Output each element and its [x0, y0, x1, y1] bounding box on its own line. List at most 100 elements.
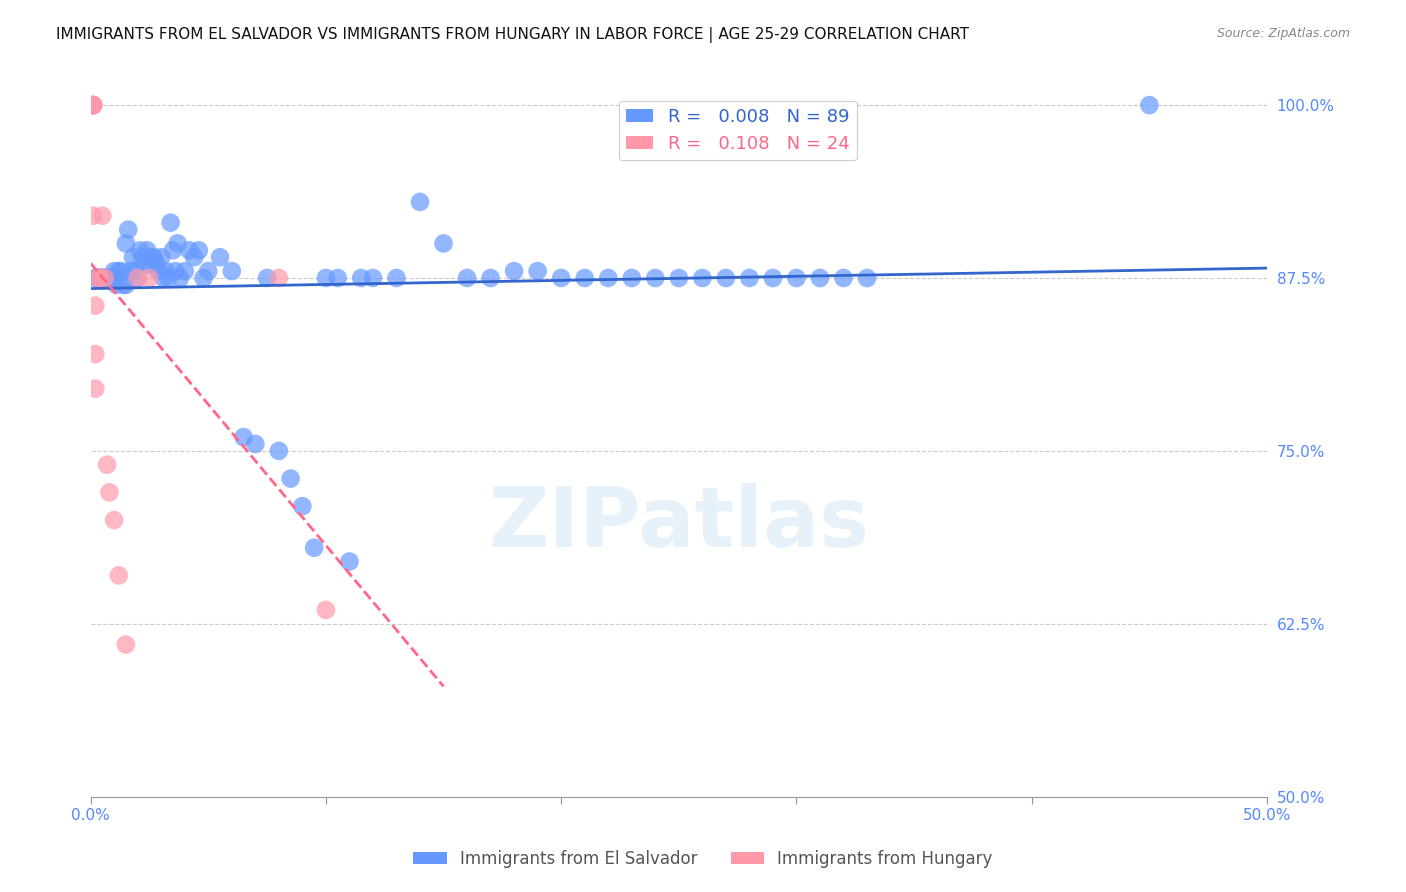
- Point: [82, 98, 104, 112]
- Point: [574, 271, 596, 285]
- Legend: Immigrants from El Salvador, Immigrants from Hungary: Immigrants from El Salvador, Immigrants …: [406, 844, 1000, 875]
- Point: [157, 271, 180, 285]
- Point: [350, 271, 373, 285]
- Point: [122, 250, 145, 264]
- Point: [96, 271, 118, 285]
- Point: [101, 271, 124, 285]
- Point: [82, 98, 104, 112]
- Point: [385, 271, 408, 285]
- Point: [166, 236, 188, 251]
- Point: [173, 264, 195, 278]
- Point: [145, 257, 167, 271]
- Point: [98, 271, 121, 285]
- Point: [409, 194, 432, 209]
- Point: [432, 236, 454, 251]
- Point: [183, 250, 205, 264]
- Point: [197, 264, 219, 278]
- Point: [120, 264, 142, 278]
- Point: [89, 271, 111, 285]
- Point: [127, 271, 149, 285]
- Point: [456, 271, 478, 285]
- Point: [84, 347, 107, 361]
- Point: [620, 271, 643, 285]
- Point: [738, 271, 761, 285]
- Point: [267, 443, 290, 458]
- Point: [82, 98, 104, 112]
- Point: [105, 277, 128, 292]
- Point: [159, 216, 181, 230]
- Text: ZIPatlas: ZIPatlas: [488, 483, 869, 564]
- Point: [150, 250, 173, 264]
- Point: [162, 244, 184, 258]
- Point: [93, 271, 115, 285]
- Point: [832, 271, 855, 285]
- Point: [280, 471, 302, 485]
- Point: [232, 430, 254, 444]
- Point: [155, 264, 177, 278]
- Text: IMMIGRANTS FROM EL SALVADOR VS IMMIGRANTS FROM HUNGARY IN LABOR FORCE | AGE 25-2: IMMIGRANTS FROM EL SALVADOR VS IMMIGRANT…: [56, 27, 969, 43]
- Point: [82, 98, 104, 112]
- Point: [256, 271, 278, 285]
- Point: [86, 271, 108, 285]
- Point: [526, 264, 548, 278]
- Point: [550, 271, 572, 285]
- Point: [84, 271, 107, 285]
- Point: [152, 271, 174, 285]
- Point: [115, 638, 138, 652]
- Point: [165, 264, 187, 278]
- Point: [208, 250, 231, 264]
- Point: [169, 271, 191, 285]
- Point: [103, 513, 125, 527]
- Point: [82, 98, 104, 112]
- Point: [82, 98, 104, 112]
- Point: [96, 458, 118, 472]
- Point: [108, 568, 131, 582]
- Point: [668, 271, 690, 285]
- Point: [1137, 98, 1160, 112]
- Point: [89, 271, 111, 285]
- Point: [598, 271, 620, 285]
- Point: [84, 299, 107, 313]
- Point: [193, 271, 215, 285]
- Point: [267, 271, 290, 285]
- Point: [138, 257, 160, 271]
- Point: [187, 244, 209, 258]
- Point: [302, 541, 325, 555]
- Point: [315, 271, 337, 285]
- Point: [808, 271, 831, 285]
- Point: [143, 250, 166, 264]
- Point: [136, 244, 159, 258]
- Point: [82, 209, 104, 223]
- Point: [326, 271, 349, 285]
- Point: [91, 209, 114, 223]
- Point: [148, 264, 170, 278]
- Point: [131, 250, 153, 264]
- Point: [479, 271, 502, 285]
- Point: [138, 271, 160, 285]
- Point: [96, 271, 118, 285]
- Point: [115, 277, 138, 292]
- Point: [141, 250, 163, 264]
- Point: [714, 271, 737, 285]
- Text: Source: ZipAtlas.com: Source: ZipAtlas.com: [1216, 27, 1350, 40]
- Point: [124, 264, 146, 278]
- Point: [117, 222, 139, 236]
- Point: [112, 277, 135, 292]
- Point: [644, 271, 666, 285]
- Point: [93, 271, 115, 285]
- Point: [103, 264, 125, 278]
- Point: [127, 271, 149, 285]
- Point: [82, 98, 104, 112]
- Point: [339, 555, 361, 569]
- Point: [84, 382, 107, 396]
- Point: [91, 271, 114, 285]
- Point: [221, 264, 243, 278]
- Point: [361, 271, 384, 285]
- Point: [503, 264, 526, 278]
- Point: [129, 244, 152, 258]
- Point: [89, 271, 111, 285]
- Point: [115, 236, 138, 251]
- Point: [86, 271, 108, 285]
- Point: [101, 271, 124, 285]
- Point: [762, 271, 785, 285]
